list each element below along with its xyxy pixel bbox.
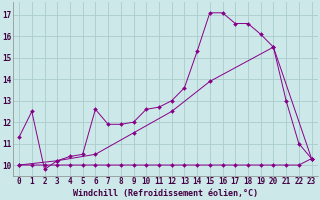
X-axis label: Windchill (Refroidissement éolien,°C): Windchill (Refroidissement éolien,°C) [73,189,258,198]
